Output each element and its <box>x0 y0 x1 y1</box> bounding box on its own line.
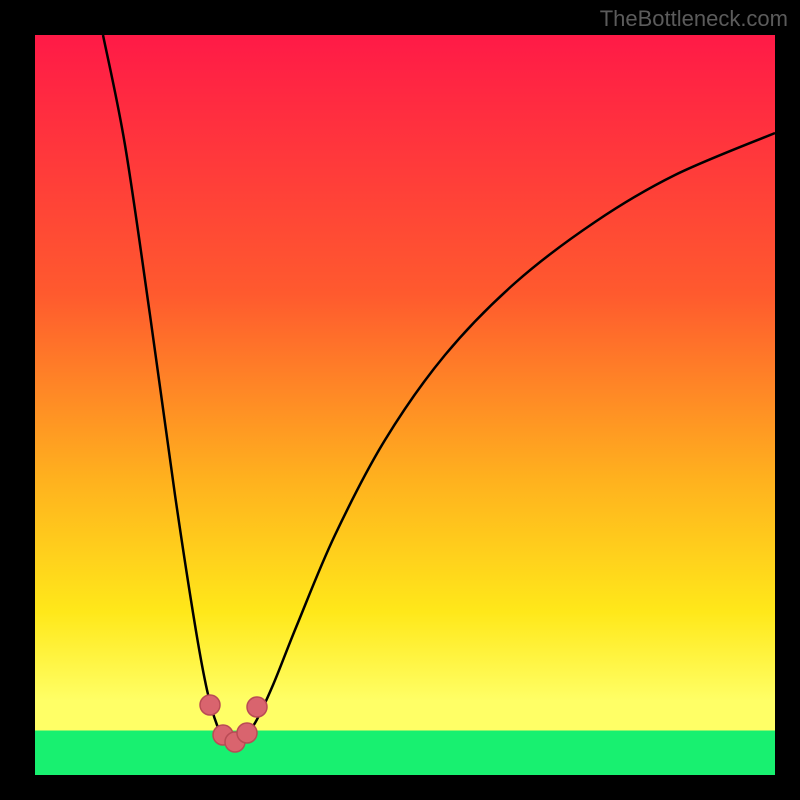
highlight-marker <box>247 697 267 717</box>
highlight-markers <box>35 35 775 775</box>
watermark-text: TheBottleneck.com <box>600 6 788 32</box>
gradient-plot-area <box>35 35 775 775</box>
highlight-marker <box>237 723 257 743</box>
chart-container: TheBottleneck.com <box>0 0 800 800</box>
highlight-marker <box>200 695 220 715</box>
